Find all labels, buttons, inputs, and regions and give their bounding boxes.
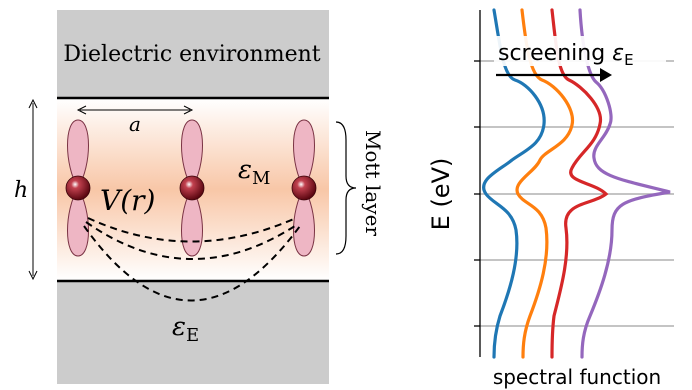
height-arrow	[28, 98, 38, 281]
interaction-path-outer	[83, 225, 301, 302]
spectral-curve-2	[515, 8, 575, 359]
screening-annotation: screening εE	[498, 41, 634, 69]
orbital-left	[65, 119, 91, 257]
spectral-plot: screening εE E (eV) spectral function	[427, 8, 674, 389]
y-axis-label: E (eV)	[427, 158, 455, 231]
height-label: h	[14, 178, 28, 203]
annotation-background	[494, 36, 666, 66]
interaction-path-middle	[85, 221, 299, 260]
dielectric-top-slab	[57, 10, 329, 98]
mott-layer-label: Mott layer	[361, 130, 385, 236]
energy-axis	[474, 10, 481, 357]
atom-left	[65, 175, 91, 201]
spectral-curve-3	[550, 8, 609, 359]
dielectric-bottom-slab	[57, 281, 329, 384]
environment-label: Dielectric environment	[63, 42, 320, 67]
spectral-curve-1	[482, 8, 546, 359]
lattice-constant-label: a	[129, 112, 141, 136]
atom-middle	[179, 175, 205, 201]
screening-arrow	[496, 68, 612, 82]
mott-layer-brace	[335, 121, 357, 255]
interaction-path-inner	[87, 217, 297, 243]
spectral-curve-4	[578, 8, 671, 359]
heterostructure-diagram: Dielectric environment h a	[14, 10, 385, 384]
interaction-paths	[83, 217, 301, 302]
atom-right	[291, 175, 317, 201]
orbital-right	[291, 119, 317, 257]
lattice-constant-arrow	[76, 105, 194, 115]
interaction-label: V(r)	[100, 184, 155, 217]
x-axis-label: spectral function	[493, 365, 661, 389]
orbital-middle	[179, 119, 205, 257]
